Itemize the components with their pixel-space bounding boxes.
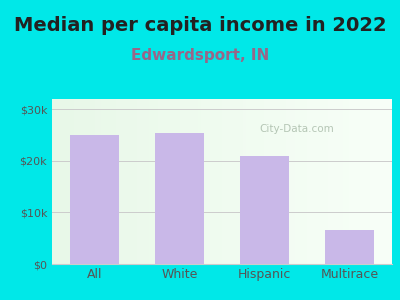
Text: Edwardsport, IN: Edwardsport, IN [131,48,269,63]
Bar [325,230,374,264]
Text: City-Data.com: City-Data.com [260,124,334,134]
Bar [155,133,204,264]
Bar [70,135,119,264]
Text: Median per capita income in 2022: Median per capita income in 2022 [14,16,386,35]
Bar [240,156,289,264]
